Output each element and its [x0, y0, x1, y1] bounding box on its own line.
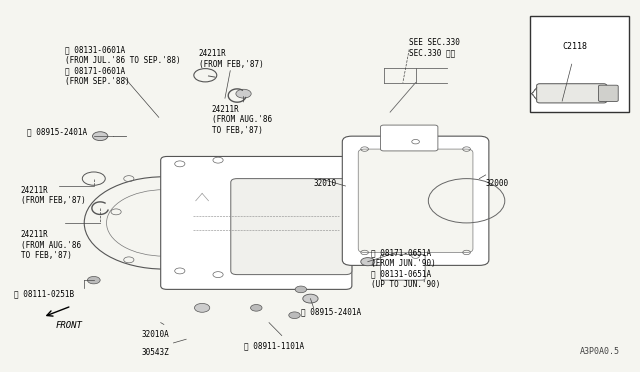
- FancyBboxPatch shape: [358, 149, 473, 253]
- Text: 32010: 32010: [314, 179, 337, 187]
- Text: Ⓑ 08111-0251B: Ⓑ 08111-0251B: [14, 289, 74, 298]
- FancyBboxPatch shape: [381, 125, 438, 151]
- Text: 24211R
(FROM FEB,'87): 24211R (FROM FEB,'87): [20, 186, 85, 205]
- FancyBboxPatch shape: [598, 85, 618, 102]
- Text: Ⓑ 08171-0651A
(FROM JUN.'90)
Ⓑ 08131-0651A
(UP TO JUN.'90): Ⓑ 08171-0651A (FROM JUN.'90) Ⓑ 08131-065…: [371, 249, 440, 289]
- Text: C2118: C2118: [562, 42, 587, 51]
- Circle shape: [236, 89, 251, 98]
- FancyBboxPatch shape: [537, 84, 607, 103]
- Circle shape: [195, 304, 210, 312]
- FancyBboxPatch shape: [381, 254, 425, 280]
- FancyBboxPatch shape: [231, 179, 352, 275]
- Text: 32010A: 32010A: [141, 330, 170, 339]
- Text: FRONT: FRONT: [56, 321, 83, 330]
- Text: SEE SEC.330
SEC.330 参照: SEE SEC.330 SEC.330 参照: [409, 38, 460, 58]
- Text: Ⓑ 08131-0601A
(FROM JUL.'86 TO SEP.'88)
Ⓑ 08171-0601A
(FROM SEP.'88): Ⓑ 08131-0601A (FROM JUL.'86 TO SEP.'88) …: [65, 46, 180, 86]
- Circle shape: [295, 286, 307, 293]
- Text: 30543Z: 30543Z: [141, 349, 170, 357]
- Circle shape: [361, 258, 375, 266]
- Text: 24211R
(FROM AUG.'86
TO FEB,'87): 24211R (FROM AUG.'86 TO FEB,'87): [212, 105, 272, 135]
- Text: Ⓦ 08915-2401A: Ⓦ 08915-2401A: [301, 308, 361, 317]
- FancyBboxPatch shape: [342, 136, 489, 265]
- FancyBboxPatch shape: [161, 157, 352, 289]
- Text: 24211R
(FROM FEB,'87): 24211R (FROM FEB,'87): [199, 49, 264, 69]
- Circle shape: [93, 132, 108, 141]
- Circle shape: [303, 294, 318, 303]
- Text: Ⓦ 08915-2401A: Ⓦ 08915-2401A: [27, 127, 87, 136]
- Bar: [531, 16, 629, 112]
- Circle shape: [250, 305, 262, 311]
- Text: 24211R
(FROM AUG.'86
TO FEB,'87): 24211R (FROM AUG.'86 TO FEB,'87): [20, 230, 81, 260]
- Text: A3P0A0.5: A3P0A0.5: [579, 347, 620, 356]
- Circle shape: [88, 276, 100, 284]
- Text: 32000: 32000: [486, 179, 509, 187]
- Circle shape: [289, 312, 300, 318]
- Text: Ⓝ 08911-1101A: Ⓝ 08911-1101A: [244, 341, 303, 350]
